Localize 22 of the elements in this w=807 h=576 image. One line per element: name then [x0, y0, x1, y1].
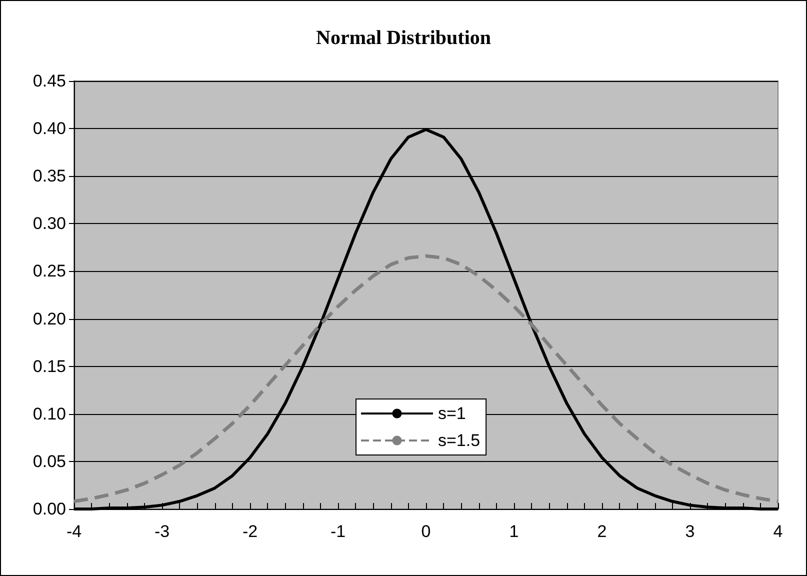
x-tick-label: -1	[330, 522, 346, 541]
legend-label: s=1	[438, 404, 466, 423]
x-tick-label: -3	[154, 522, 170, 541]
x-tick-label: -4	[66, 522, 82, 541]
y-tick-label: 0.30	[32, 214, 66, 234]
x-tick-label: 0	[421, 522, 431, 541]
chart-title: Normal Distribution	[316, 27, 491, 49]
y-tick-label: 0.10	[32, 404, 66, 424]
legend-label: s=1.5	[438, 431, 480, 450]
y-tick-label: 0.15	[32, 356, 66, 376]
y-tick-label: 0.45	[32, 72, 66, 90]
y-tick-label: 0.20	[32, 309, 66, 328]
y-tick-label: 0.40	[32, 119, 66, 138]
y-tick-label: 0.05	[32, 452, 66, 471]
x-tick-label: -2	[242, 522, 258, 541]
y-tick-label: 0.00	[32, 500, 66, 518]
y-tick-label: 0.25	[32, 262, 66, 281]
x-tick-label: 2	[597, 522, 607, 541]
x-tick-label: 3	[685, 522, 695, 541]
x-tick-label: 4	[773, 522, 783, 541]
y-tick-label: 0.35	[32, 166, 66, 186]
x-tick-label: 1	[509, 522, 519, 541]
